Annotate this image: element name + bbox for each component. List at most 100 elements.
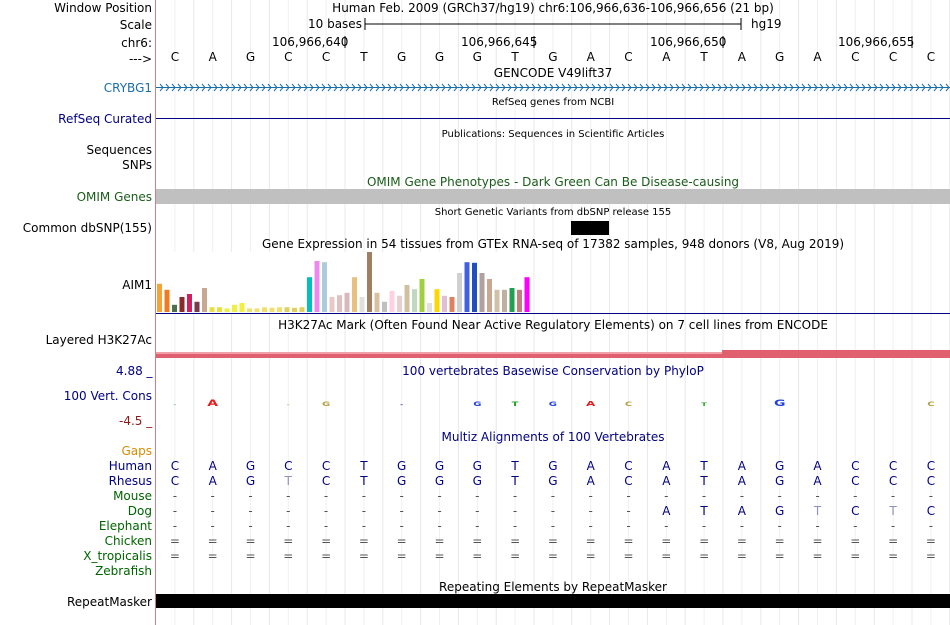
ref-base: A xyxy=(662,50,671,64)
gtex-tissue-bar[interactable] xyxy=(179,297,185,312)
alignment-base: - xyxy=(475,504,480,518)
gtex-gene-label[interactable]: AIM1 xyxy=(122,278,152,292)
gtex-tissue-bar[interactable] xyxy=(172,304,177,312)
strand-arrow xyxy=(561,83,566,92)
alignment-base: T xyxy=(511,459,519,473)
publications-title: Publications: Sequences in Scientific Ar… xyxy=(441,129,665,140)
strand-arrow xyxy=(543,83,548,92)
gtex-tissue-bar[interactable] xyxy=(434,289,440,312)
strand-arrow xyxy=(825,83,830,92)
gtex-bars[interactable] xyxy=(157,252,530,312)
gtex-tissue-bar[interactable] xyxy=(299,307,305,312)
gtex-tissue-bar[interactable] xyxy=(374,292,380,312)
gtex-tissue-bar[interactable] xyxy=(232,304,237,312)
gtex-tissue-bar[interactable] xyxy=(487,279,492,312)
alignment-base: = xyxy=(850,549,861,563)
h3k27ac-peak[interactable] xyxy=(722,350,950,354)
gtex-tissue-bar[interactable] xyxy=(472,262,477,312)
omim-gene-bar[interactable] xyxy=(156,189,950,204)
gtex-tissue-bar[interactable] xyxy=(419,279,425,312)
gtex-tissue-bar[interactable] xyxy=(479,273,485,312)
gtex-tissue-bar[interactable] xyxy=(457,273,462,312)
gtex-tissue-bar[interactable] xyxy=(367,252,372,312)
gtex-tissue-bar[interactable] xyxy=(307,277,312,312)
gtex-tissue-bar[interactable] xyxy=(209,307,215,312)
gtex-tissue-bar[interactable] xyxy=(284,307,290,312)
gtex-tissue-bar[interactable] xyxy=(449,297,455,312)
strand-arrow xyxy=(339,83,344,92)
gtex-tissue-bar[interactable] xyxy=(397,295,402,312)
gtex-tissue-bar[interactable] xyxy=(352,277,357,312)
refseq-label[interactable]: RefSeq Curated xyxy=(58,112,152,126)
gtex-tissue-bar[interactable] xyxy=(187,294,192,312)
gtex-tissue-bar[interactable] xyxy=(269,307,275,312)
gtex-tissue-bar[interactable] xyxy=(494,289,500,312)
dbsnp-variant[interactable] xyxy=(571,221,609,235)
gtex-tissue-bar[interactable] xyxy=(277,307,282,312)
gtex-tissue-bar[interactable] xyxy=(404,285,410,312)
alignment-base: = xyxy=(925,549,936,563)
gtex-tissue-bar[interactable] xyxy=(157,283,162,312)
repeatmasker-element[interactable] xyxy=(156,594,950,608)
strand-arrow xyxy=(501,83,506,92)
dbsnp-label[interactable]: Common dbSNP(155) xyxy=(22,221,152,235)
strand-arrow xyxy=(861,83,866,92)
publications-label-snps[interactable]: SNPs xyxy=(122,158,152,172)
gtex-tissue-bar[interactable] xyxy=(202,288,207,312)
species-label[interactable]: Human xyxy=(108,459,152,473)
gtex-tissue-bar[interactable] xyxy=(194,301,200,312)
strand-arrow xyxy=(495,83,500,92)
gtex-tissue-bar[interactable] xyxy=(217,307,222,312)
strand-arrow xyxy=(237,83,242,92)
gtex-tissue-bar[interactable] xyxy=(224,308,230,312)
species-label[interactable]: Gaps xyxy=(121,444,152,458)
repeatmasker-label[interactable]: RepeatMasker xyxy=(66,595,152,609)
gtex-tissue-bar[interactable] xyxy=(517,289,522,312)
gtex-tissue-bar[interactable] xyxy=(247,308,252,312)
gtex-tissue-bar[interactable] xyxy=(442,295,447,312)
gtex-tissue-bar[interactable] xyxy=(509,288,515,312)
species-label[interactable]: Elephant xyxy=(98,519,152,533)
h3k27ac-label[interactable]: Layered H3K27Ac xyxy=(45,333,152,347)
alignment-base: - xyxy=(323,519,329,533)
species-label[interactable]: Dog xyxy=(127,504,152,518)
species-label[interactable]: Chicken xyxy=(104,534,152,548)
omim-label[interactable]: OMIM Genes xyxy=(76,190,152,204)
gtex-tissue-bar[interactable] xyxy=(164,289,170,312)
ref-base: C xyxy=(170,50,180,64)
gtex-tissue-bar[interactable] xyxy=(262,307,267,312)
alignment-base: - xyxy=(853,519,858,533)
publications-label-sequences[interactable]: Sequences xyxy=(86,143,152,157)
gtex-tissue-bar[interactable] xyxy=(524,277,530,312)
h3k27ac-layer[interactable] xyxy=(156,354,950,358)
species-label[interactable]: Rhesus xyxy=(108,474,152,488)
gtex-tissue-bar[interactable] xyxy=(464,262,470,312)
crybg1-gene-model[interactable] xyxy=(156,83,950,92)
gtex-tissue-bar[interactable] xyxy=(329,297,335,312)
phylop-label[interactable]: 100 Vert. Cons xyxy=(63,389,152,403)
alignment-base: - xyxy=(815,489,820,503)
species-label[interactable]: Zebrafish xyxy=(95,564,152,578)
gtex-tissue-bar[interactable] xyxy=(322,262,327,312)
gtex-tissue-bar[interactable] xyxy=(382,301,387,312)
ref-base: G xyxy=(397,50,407,64)
gtex-tissue-bar[interactable] xyxy=(502,289,507,312)
gtex-tissue-bar[interactable] xyxy=(254,308,260,312)
gtex-tissue-bar[interactable] xyxy=(389,291,395,312)
gtex-tissue-bar[interactable] xyxy=(239,303,245,312)
species-label[interactable]: Mouse xyxy=(113,489,152,503)
gtex-tissue-bar[interactable] xyxy=(292,307,297,312)
gtex-tissue-bar[interactable] xyxy=(344,292,350,312)
strand-arrow xyxy=(387,83,392,92)
gtex-tissue-bar[interactable] xyxy=(337,295,342,312)
strand-arrow xyxy=(477,83,482,92)
strand-arrow xyxy=(363,83,368,92)
gtex-tissue-bar[interactable] xyxy=(359,297,365,312)
gtex-tissue-bar[interactable] xyxy=(412,289,417,312)
gene-label-crybg1[interactable]: CRYBG1 xyxy=(103,81,152,95)
strand-arrow xyxy=(567,83,572,92)
ref-base: A xyxy=(208,50,217,64)
species-label[interactable]: X_tropicalis xyxy=(83,549,152,563)
gtex-tissue-bar[interactable] xyxy=(314,261,320,312)
gtex-tissue-bar[interactable] xyxy=(427,303,432,312)
